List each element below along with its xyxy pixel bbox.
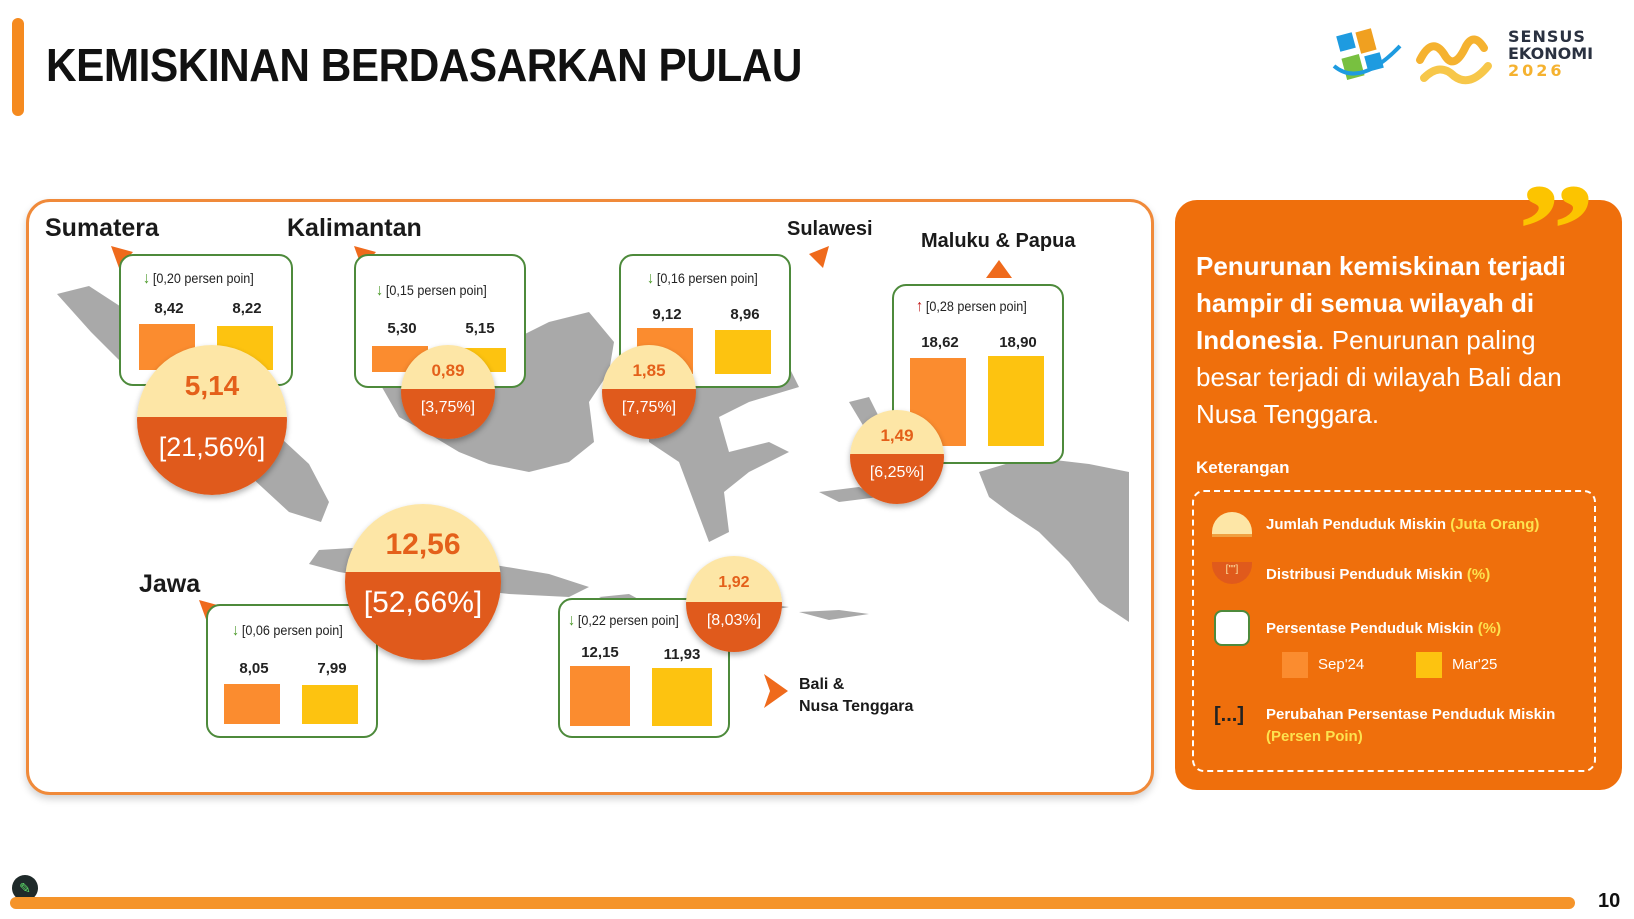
value-bali-sep24: 12,15 xyxy=(581,644,619,661)
arrow-down-icon: ↓ xyxy=(232,622,240,639)
bubble-jawa: 12,56 [52,66%] xyxy=(345,504,501,660)
bar-maluku-mar25 xyxy=(988,356,1044,446)
change-sumatera: ↓ [0,20 persen poin] xyxy=(143,270,254,287)
half-circle-bottom-icon: [""] xyxy=(1212,562,1252,584)
map-card: Sumatera Kalimantan Sulawesi Maluku & Pa… xyxy=(26,199,1154,795)
bar-bali-mar25 xyxy=(652,668,712,726)
pointer-bali xyxy=(764,674,788,708)
summary-text: Penurunan kemiskinan terjadi hampir di s… xyxy=(1196,251,1566,429)
label-sumatera: Sumatera xyxy=(45,214,159,242)
arrow-down-icon: ↓ xyxy=(143,270,151,287)
page-title: KEMISKINAN BERDASARKAN PULAU xyxy=(46,39,802,91)
quote-icon: ” xyxy=(1517,158,1596,302)
arrow-down-icon: ↓ xyxy=(376,282,384,299)
edit-icon[interactable]: ✎ xyxy=(12,875,38,901)
label-kalimantan: Kalimantan xyxy=(287,214,422,242)
change-sulawesi: ↓ [0,16 persen poin] xyxy=(647,270,758,287)
value-sulawesi-mar25: 8,96 xyxy=(730,306,760,323)
bar-sulawesi-mar25 xyxy=(715,330,771,374)
bubble-bali-nusa-tenggara: 1,92 [8,03%] xyxy=(686,556,782,652)
label-maluku-papua: Maluku & Papua xyxy=(921,230,1076,252)
bar-bali-sep24 xyxy=(570,666,630,726)
bps-logo xyxy=(1330,26,1410,88)
bubble-sumatera: 5,14 [21,56%] xyxy=(137,345,287,495)
value-sulawesi-sep24: 9,12 xyxy=(652,306,682,323)
bar-jawa-sep24 xyxy=(224,684,280,724)
footer-bar xyxy=(10,897,1575,909)
change-kalimantan: ↓ [0,15 persen poin] xyxy=(376,282,487,299)
swatch-sep24 xyxy=(1282,652,1308,678)
value-jawa-mar25: 7,99 xyxy=(317,660,347,677)
legend-title: Keterangan xyxy=(1196,458,1290,477)
summary-panel xyxy=(1175,200,1622,790)
pointer-maluku xyxy=(986,260,1012,278)
legend-item-distribution: Distribusi Penduduk Miskin (%) xyxy=(1266,566,1491,583)
title-accent-bar xyxy=(12,18,24,116)
value-jawa-sep24: 8,05 xyxy=(239,660,269,677)
brackets-icon: [...] xyxy=(1214,704,1244,726)
legend-item-poor-count: Jumlah Penduduk Miskin (Juta Orang) xyxy=(1266,516,1540,533)
legend-box: Jumlah Penduduk Miskin (Juta Orang) [""]… xyxy=(1192,490,1596,772)
value-bali-mar25: 11,93 xyxy=(663,646,701,663)
arrow-down-icon: ↓ xyxy=(568,612,576,629)
label-jawa: Jawa xyxy=(139,570,201,598)
legend-mar25: Mar'25 xyxy=(1452,656,1498,673)
change-jawa: ↓ [0,06 persen poin] xyxy=(232,622,343,639)
value-kalimantan-sep24: 5,30 xyxy=(387,320,417,337)
sensus-ekonomi-logo-text: SENSUS EKONOMI 2026 xyxy=(1508,27,1594,80)
change-maluku-papua: ↑ [0,28 persen poin] xyxy=(916,298,1027,315)
value-sumatera-mar25: 8,22 xyxy=(232,300,262,317)
legend-sep24: Sep'24 xyxy=(1318,656,1365,673)
box-jawa: ↓ [0,06 persen poin] 8,05 7,99 xyxy=(206,604,378,738)
value-sumatera-sep24: 8,42 xyxy=(154,300,184,317)
legend-item-percentage: Persentase Penduduk Miskin (%) xyxy=(1266,620,1502,637)
page-number: 10 xyxy=(1598,890,1621,912)
bubble-maluku-papua: 1,49 [6,25%] xyxy=(850,410,944,504)
half-circle-top-icon xyxy=(1212,512,1252,537)
label-bali-nusa-tenggara: Bali & Nusa Tenggara xyxy=(799,676,914,715)
change-bali: ↓ [0,22 persen poin] xyxy=(568,612,679,629)
bubble-kalimantan: 0,89 [3,75%] xyxy=(401,345,495,439)
label-sulawesi: Sulawesi xyxy=(787,218,873,240)
se2026-logo-mark xyxy=(1414,26,1504,90)
pointer-sulawesi xyxy=(809,246,829,268)
swatch-mar25 xyxy=(1416,652,1442,678)
arrow-up-icon: ↑ xyxy=(916,298,924,315)
value-maluku-mar25: 18,90 xyxy=(999,334,1037,351)
legend-item-change: Perubahan Persentase Penduduk Miskin (Pe… xyxy=(1266,706,1556,745)
arrow-down-icon: ↓ xyxy=(647,270,655,287)
pointer-sumatera xyxy=(111,246,133,268)
bubble-sulawesi: 1,85 [7,75%] xyxy=(602,345,696,439)
value-kalimantan-mar25: 5,15 xyxy=(465,320,495,337)
square-outline-icon xyxy=(1214,610,1250,646)
bar-jawa-mar25 xyxy=(302,685,358,724)
value-maluku-sep24: 18,62 xyxy=(921,334,959,351)
